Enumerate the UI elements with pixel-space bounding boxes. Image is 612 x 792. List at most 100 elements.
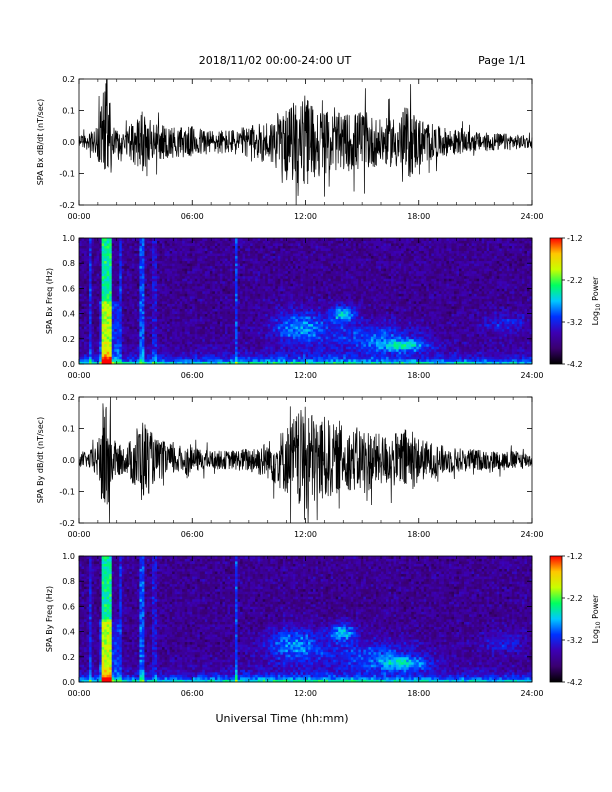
- heatmap-cell: [230, 331, 233, 335]
- heatmap-cell: [197, 311, 201, 314]
- y-tick-label: 0.1: [62, 107, 75, 116]
- heatmap-cell: [272, 288, 276, 292]
- heatmap-cell: [260, 321, 264, 325]
- heatmap-cell: [192, 295, 196, 299]
- heatmap-cell: [237, 331, 241, 335]
- heatmap-cell: [262, 288, 266, 292]
- heatmap-cell: [141, 358, 145, 362]
- heatmap-cell: [111, 285, 115, 289]
- heatmap-cell: [247, 298, 251, 302]
- heatmap-cell: [179, 275, 183, 279]
- heatmap-cell: [192, 361, 196, 365]
- heatmap-cell: [159, 250, 163, 254]
- heatmap-cell: [310, 298, 314, 302]
- heatmap-cell: [157, 270, 160, 274]
- heatmap-cell: [227, 306, 231, 309]
- heatmap-cell: [106, 351, 110, 355]
- heatmap-cell: [134, 308, 138, 312]
- heatmap-cell: [106, 268, 110, 272]
- heatmap-cell: [177, 341, 181, 345]
- heatmap-cell: [315, 358, 319, 362]
- heatmap-cell: [134, 290, 138, 294]
- heatmap-cell: [295, 278, 299, 282]
- heatmap-cell: [315, 260, 319, 264]
- heatmap-cell: [121, 303, 125, 307]
- heatmap-cell: [167, 301, 170, 304]
- heatmap-cell: [109, 290, 113, 294]
- heatmap-cell: [300, 270, 304, 274]
- heatmap-cell: [262, 326, 266, 330]
- heatmap-cell: [151, 358, 155, 362]
- heatmap-cell: [202, 308, 206, 312]
- heatmap-cell: [157, 318, 160, 322]
- heatmap-cell: [305, 321, 309, 325]
- heatmap-cell: [199, 318, 203, 322]
- heatmap-cell: [189, 258, 193, 262]
- heatmap-cell: [144, 288, 148, 292]
- heatmap-cell: [79, 258, 82, 262]
- heatmap-cell: [179, 240, 183, 244]
- heatmap-cell: [287, 250, 291, 254]
- heatmap-cell: [275, 361, 279, 365]
- heatmap-cell: [310, 346, 314, 350]
- heatmap-cell: [265, 336, 269, 340]
- heatmap-cell: [111, 356, 115, 360]
- heatmap-cell: [96, 333, 100, 337]
- heatmap-cell: [126, 341, 130, 345]
- heatmap-cell: [287, 326, 291, 330]
- heatmap-cell: [157, 288, 160, 292]
- heatmap-cell: [292, 338, 296, 342]
- heatmap-cell: [277, 278, 281, 282]
- heatmap-cell: [217, 250, 221, 254]
- heatmap-cell: [109, 288, 113, 292]
- heatmap-cell: [297, 238, 301, 241]
- heatmap-cell: [154, 308, 158, 312]
- heatmap-cell: [187, 306, 191, 309]
- heatmap-cell: [141, 306, 145, 309]
- heatmap-cell: [265, 250, 269, 254]
- heatmap-cell: [310, 263, 314, 267]
- heatmap-cell: [230, 265, 233, 269]
- heatmap-cell: [169, 290, 173, 294]
- heatmap-cell: [192, 285, 196, 289]
- heatmap-cell: [308, 356, 311, 360]
- heatmap-cell: [194, 328, 198, 332]
- heatmap-cell: [252, 240, 256, 244]
- heatmap-cell: [159, 318, 163, 322]
- heatmap-cell: [212, 323, 216, 327]
- heatmap-cell: [129, 238, 133, 241]
- heatmap-cell: [86, 285, 90, 289]
- heatmap-cell: [290, 283, 294, 287]
- heatmap-cell: [169, 268, 173, 272]
- heatmap-cell: [285, 328, 289, 332]
- heatmap-cell: [111, 238, 115, 241]
- heatmap-cell: [295, 303, 299, 307]
- heatmap-cell: [204, 313, 208, 317]
- heatmap-cell: [109, 321, 113, 325]
- heatmap-cell: [219, 303, 223, 307]
- heatmap-cell: [167, 260, 170, 264]
- heatmap-cell: [280, 280, 284, 284]
- heatmap-cell: [106, 260, 110, 264]
- heatmap-cell: [141, 341, 145, 345]
- heatmap-cell: [146, 293, 150, 297]
- heatmap-cell: [89, 278, 92, 282]
- heatmap-cell: [240, 336, 243, 340]
- heatmap-cell: [267, 336, 271, 340]
- heatmap-cell: [172, 298, 176, 302]
- page-indicator: Page 1/1: [478, 54, 526, 67]
- heatmap-cell: [222, 285, 226, 289]
- heatmap-cell: [141, 248, 145, 251]
- heatmap-cell: [151, 301, 155, 304]
- heatmap-cell: [295, 248, 299, 251]
- heatmap-cell: [209, 346, 213, 350]
- heatmap-cell: [247, 331, 251, 335]
- heatmap-cell: [305, 270, 309, 274]
- heatmap-cell: [252, 290, 256, 294]
- heatmap-cell: [287, 316, 291, 320]
- heatmap-cell: [207, 248, 211, 251]
- heatmap-cell: [109, 301, 113, 304]
- heatmap-cell: [134, 323, 138, 327]
- heatmap-cell: [141, 338, 145, 342]
- heatmap-cell: [290, 303, 294, 307]
